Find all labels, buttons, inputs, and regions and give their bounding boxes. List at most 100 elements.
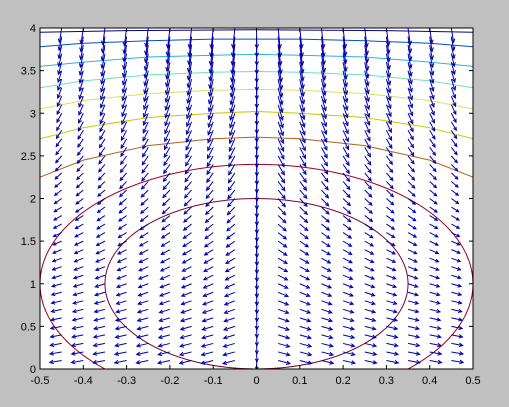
quiver-arrow — [450, 70, 456, 84]
quiver-arrow — [429, 351, 443, 356]
quiver-arrow — [299, 257, 310, 264]
quiver-arrow — [120, 130, 128, 142]
quiver-arrow — [429, 79, 435, 92]
quiver-arrow — [185, 113, 193, 128]
quiver-arrow — [162, 172, 171, 183]
quiver-arrow — [95, 257, 106, 263]
quiver-arrow — [364, 300, 376, 306]
quiver-arrow — [179, 317, 192, 323]
quiver-arrow — [364, 53, 370, 72]
quiver-arrow — [179, 325, 192, 331]
quiver-arrow — [451, 198, 460, 205]
quiver-arrow — [57, 36, 63, 52]
quiver-arrow — [321, 334, 334, 340]
quiver-arrow — [451, 359, 465, 365]
quiver-arrow — [57, 28, 63, 44]
quiver-arrow — [185, 138, 192, 151]
quiver-arrow — [299, 189, 308, 200]
quiver-arrow — [385, 138, 393, 150]
quiver-arrow — [386, 274, 397, 280]
quiver-arrow — [299, 206, 308, 216]
quiver-arrow — [185, 147, 192, 159]
quiver-arrow — [51, 274, 62, 280]
quiver-arrow — [277, 300, 290, 306]
quiver-arrow — [386, 317, 399, 322]
quiver-arrow — [99, 96, 106, 109]
x-tick-label: 0.3 — [379, 375, 394, 387]
quiver-arrow — [342, 87, 349, 104]
quiver-arrow — [277, 206, 287, 216]
quiver-arrow — [407, 189, 416, 197]
quiver-arrow — [79, 36, 84, 53]
quiver-arrow — [226, 198, 236, 208]
quiver-arrow — [158, 291, 171, 297]
quiver-arrow — [299, 249, 310, 256]
quiver-arrow — [115, 308, 127, 314]
quiver-arrow — [407, 223, 417, 230]
quiver-arrow — [93, 308, 106, 314]
quiver-arrow — [299, 223, 309, 232]
quiver-arrow — [226, 215, 236, 224]
quiver-arrow — [299, 104, 306, 121]
x-axis: -0.5 -0.4 -0.3 -0.2 -0.1 0 0.1 0.2 0.3 0.4 0.5 — [31, 28, 481, 387]
quiver-arrow — [56, 104, 63, 116]
quiver-arrow — [364, 206, 374, 214]
quiver-arrow — [277, 138, 285, 153]
quiver-arrow — [429, 300, 441, 305]
quiver-arrow — [321, 308, 333, 314]
quiver-arrow — [116, 257, 127, 263]
quiver-arrow — [429, 189, 438, 197]
quiver-arrow — [299, 325, 312, 331]
quiver-arrow — [121, 104, 128, 118]
quiver-arrow — [227, 181, 236, 192]
quiver-arrow — [121, 96, 128, 110]
quiver-arrow — [118, 206, 127, 214]
quiver-arrow — [200, 351, 214, 357]
quiver-arrow — [321, 325, 334, 331]
quiver-arrow — [73, 240, 84, 246]
quiver-arrow — [386, 189, 395, 198]
quiver-arrow — [429, 257, 440, 263]
quiver-arrow — [57, 70, 63, 84]
quiver-arrow — [158, 300, 171, 306]
quiver-arrow — [299, 351, 313, 357]
quiver-arrow — [386, 308, 398, 314]
quiver-arrow — [364, 155, 372, 166]
x-tick-label: -0.1 — [204, 375, 223, 387]
quiver-arrow — [386, 172, 394, 182]
quiver-arrow — [429, 266, 440, 271]
quiver-arrow — [342, 283, 354, 289]
quiver-arrow — [299, 300, 311, 306]
quiver-arrow — [114, 325, 127, 331]
quiver-arrow — [160, 249, 171, 255]
quiver-arrow — [321, 164, 329, 175]
quiver-arrow — [71, 308, 84, 314]
quiver-arrow — [164, 130, 171, 143]
quiver-arrow — [53, 198, 62, 205]
quiver-arrow — [161, 206, 171, 215]
quiver-arrow — [320, 104, 327, 120]
quiver-arrow — [72, 283, 84, 288]
quiver-arrow — [157, 325, 171, 331]
quiver-arrow — [205, 198, 214, 208]
quiver-arrow — [182, 240, 192, 248]
quiver-arrow — [205, 189, 214, 200]
quiver-arrow — [385, 44, 391, 63]
quiver-arrow — [223, 308, 236, 315]
quiver-arrow — [139, 215, 149, 223]
quiver-arrow — [385, 130, 393, 142]
quiver-arrow — [114, 317, 127, 322]
quiver-arrow — [120, 138, 128, 150]
quiver-arrow — [163, 138, 171, 151]
quiver-arrow — [299, 274, 311, 281]
quiver-arrow — [183, 189, 192, 199]
quiver-arrow — [159, 266, 171, 272]
quiver-arrow — [222, 334, 235, 340]
quiver-arrow — [228, 147, 236, 160]
quiver-arrow — [429, 206, 439, 213]
quiver-arrow — [207, 113, 214, 129]
quiver-arrow — [342, 130, 349, 143]
quiver-arrow — [54, 181, 62, 188]
quiver-arrow — [204, 232, 214, 240]
quiver-arrow — [78, 113, 84, 124]
